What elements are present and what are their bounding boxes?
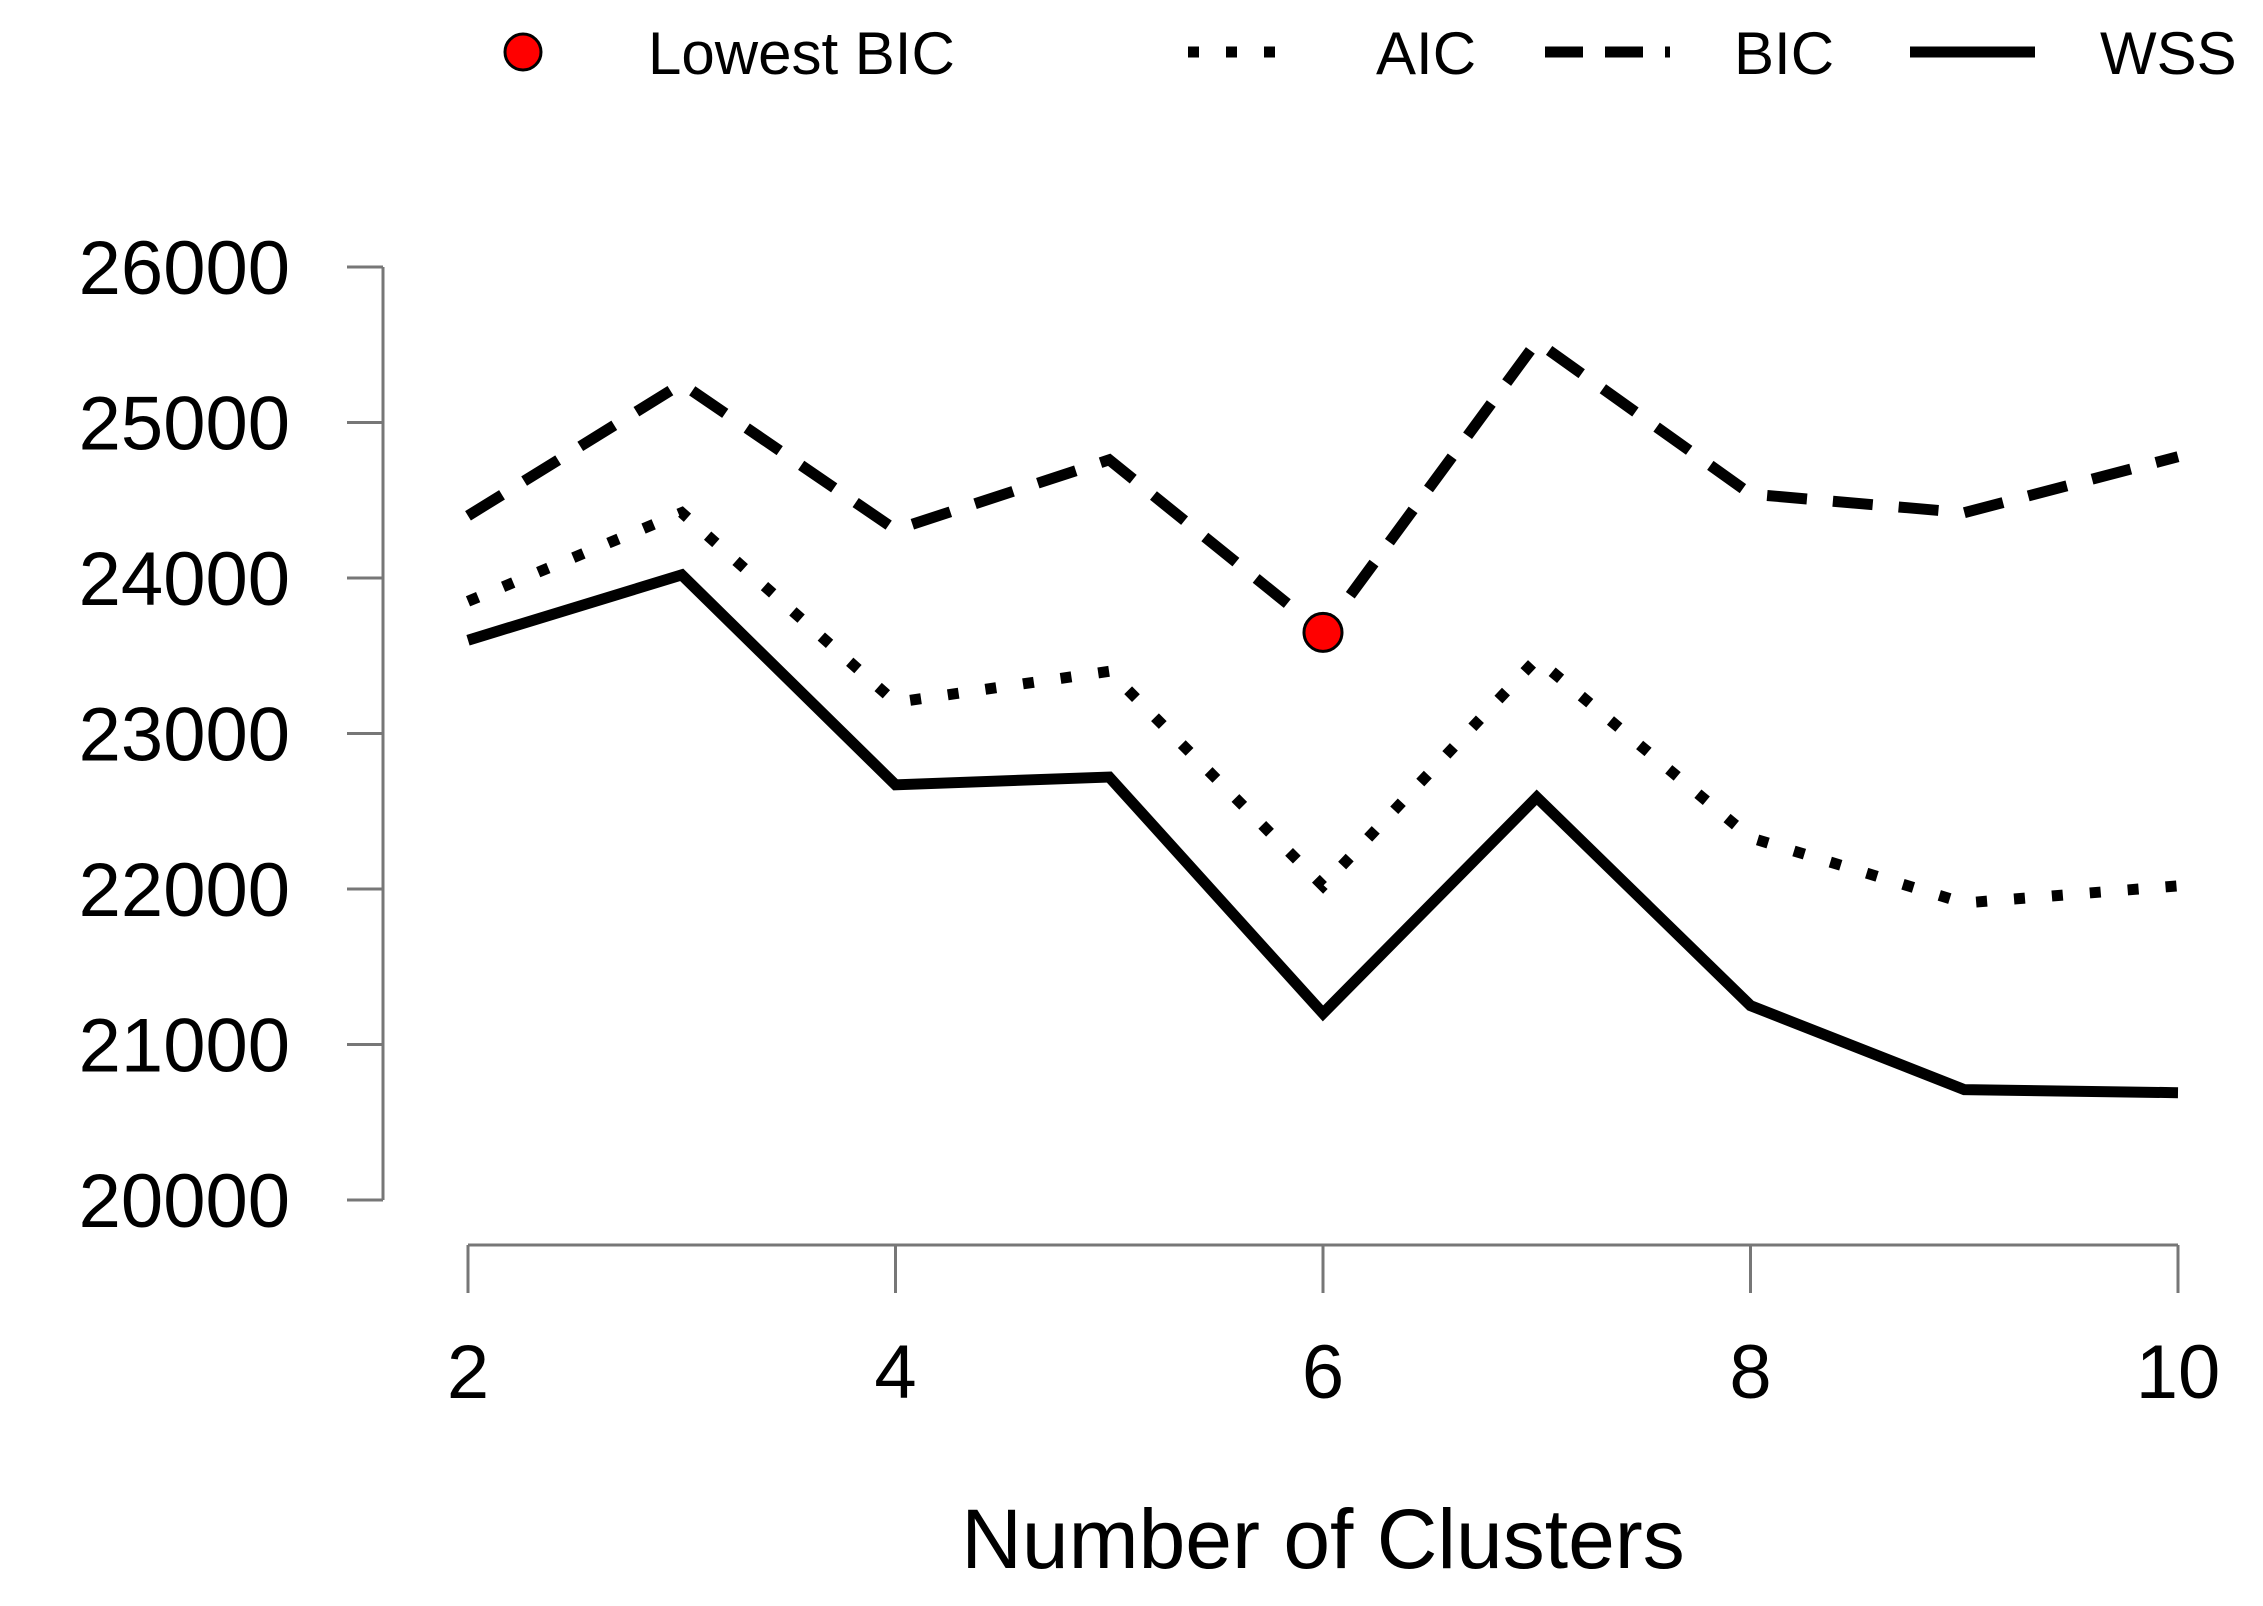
y-tick-label: 23000 — [79, 693, 290, 778]
y-tick-label: 22000 — [79, 848, 290, 933]
series-bic-point — [681, 383, 683, 385]
lowest-bic-point — [1302, 611, 1344, 653]
x-tick-label: 4 — [874, 1330, 916, 1415]
series-bic-point — [895, 529, 897, 531]
y-tick-label: 24000 — [79, 537, 290, 622]
x-tick-label: 8 — [1729, 1330, 1771, 1415]
x-tick-label: 2 — [447, 1330, 489, 1415]
series-aic-point — [1536, 658, 1538, 660]
series-wss-line — [466, 568, 2179, 1099]
series-bic-line — [465, 334, 2180, 641]
legend-wss-label: WSS — [2100, 20, 2237, 87]
legend-bic-label: BIC — [1734, 20, 1834, 87]
series-aic-point — [2177, 885, 2179, 887]
series-aic-point — [1750, 837, 1752, 839]
plot-area — [465, 334, 2180, 1099]
y-axis: 20000 21000 22000 23000 24000 25000 26000 — [79, 226, 385, 1244]
legend-lowest-bic-marker — [503, 32, 543, 72]
y-tick-label: 26000 — [79, 226, 290, 311]
y-tick-label: 21000 — [79, 1004, 290, 1089]
series-bic-point — [1750, 493, 1752, 495]
legend-aic-label: AIC — [1376, 20, 1476, 87]
x-axis: 2 4 6 8 10 Number of Clusters — [447, 1243, 2221, 1586]
y-tick-label: 25000 — [79, 382, 290, 467]
legend: Lowest BIC AIC BIC WSS — [503, 20, 2237, 87]
series-aic-point — [1963, 902, 1965, 904]
series-aic-line — [465, 506, 2179, 909]
x-axis-title: Number of Clusters — [961, 1492, 1685, 1586]
y-tick-label: 20000 — [79, 1159, 290, 1244]
x-tick-label: 10 — [2136, 1330, 2221, 1415]
legend-lowest-bic-label: Lowest BIC — [648, 20, 955, 87]
series-aic-point — [895, 701, 897, 703]
series-bic-point — [1536, 341, 1538, 343]
x-tick-label: 6 — [1302, 1330, 1344, 1415]
